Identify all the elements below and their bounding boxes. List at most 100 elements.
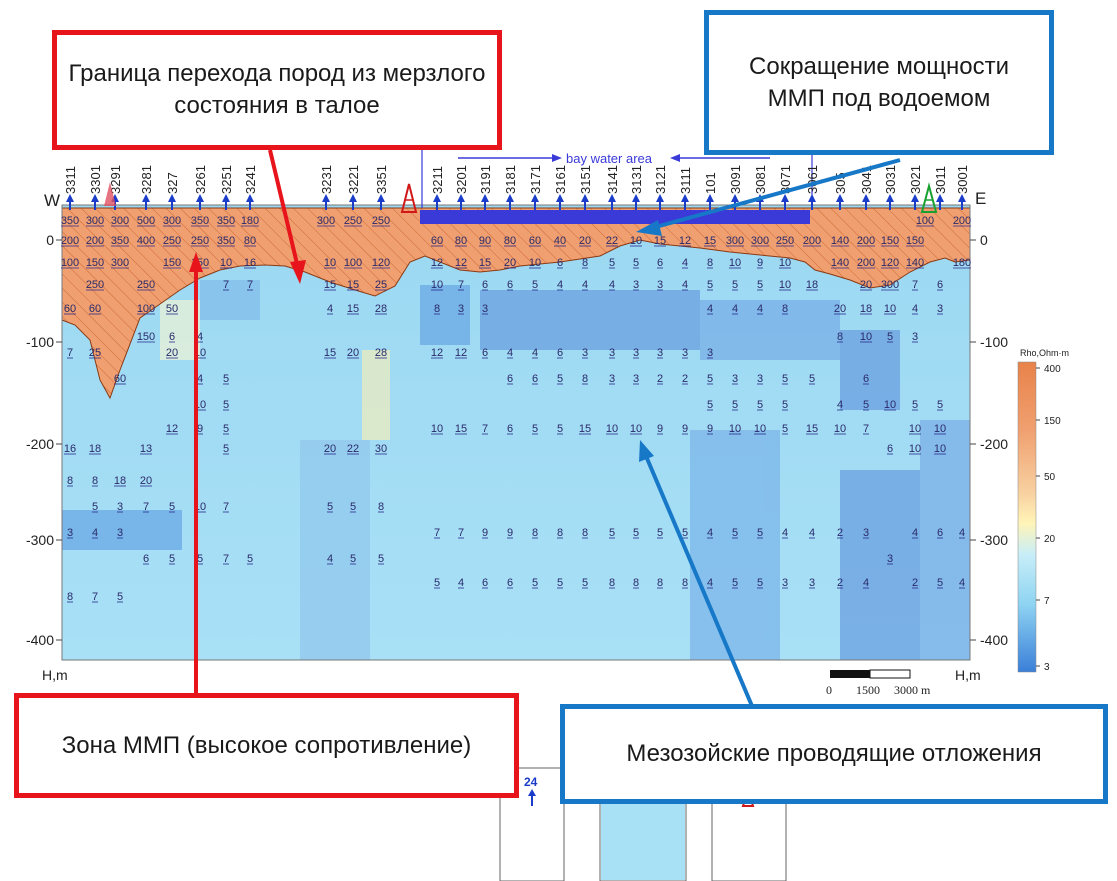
resistivity-value: 10	[431, 423, 443, 435]
resistivity-value: 8	[633, 577, 639, 589]
resistivity-value: 10	[220, 257, 232, 269]
resistivity-value: 4	[912, 527, 918, 539]
resistivity-value: 9	[657, 423, 663, 435]
resistivity-value: 9	[707, 423, 713, 435]
resistivity-value: 20	[324, 443, 336, 455]
station-label: 3071	[778, 165, 793, 194]
station-marker: 3301	[88, 165, 103, 210]
station-marker: 3351	[374, 165, 389, 210]
resistivity-value: 10	[630, 235, 642, 247]
station-label: 3041	[859, 165, 874, 194]
resistivity-value: 6	[557, 347, 563, 359]
resistivity-value: 15	[347, 303, 359, 315]
station-marker: 3201	[454, 165, 469, 210]
resistivity-value: 5	[327, 501, 333, 513]
resistivity-value: 500	[137, 215, 155, 227]
resistivity-value: 200	[953, 215, 971, 227]
resistivity-value: 200	[857, 257, 875, 269]
resistivity-value: 5	[350, 501, 356, 513]
station-marker: 101	[703, 172, 718, 210]
resistivity-value: 10	[606, 423, 618, 435]
zone-callout: Зона ММП (высокое сопротивление)	[14, 693, 519, 798]
resistivity-value: 2	[837, 577, 843, 589]
resistivity-value: 300	[881, 279, 899, 291]
resistivity-value: 4	[92, 527, 98, 539]
station-label: 3281	[139, 165, 154, 194]
resistivity-value: 15	[806, 423, 818, 435]
resistivity-value: 15	[324, 347, 336, 359]
resistivity-value: 7	[458, 527, 464, 539]
station-marker: 3001	[955, 165, 970, 210]
resistivity-value: 8	[582, 527, 588, 539]
resistivity-values: 350 300 300 500 300 350 350 180 300 250 250 100 2002…	[61, 215, 971, 603]
resistivity-value: 20	[579, 235, 591, 247]
resistivity-value: 15	[324, 279, 336, 291]
resistivity-value: 28	[375, 347, 387, 359]
resistivity-value: 250	[191, 235, 209, 247]
resistivity-value: 5	[757, 279, 763, 291]
drill-rig-icon	[920, 182, 938, 213]
resistivity-value: 5	[682, 527, 688, 539]
resistivity-value: 250	[372, 215, 390, 227]
resistivity-value: 12	[455, 257, 467, 269]
station-marker: 3281	[139, 165, 154, 210]
resistivity-value: 8	[532, 527, 538, 539]
station-marker: 3011	[933, 166, 948, 210]
resistivity-value: 60	[529, 235, 541, 247]
resistivity-value: 4	[682, 257, 688, 269]
resistivity-value: 5	[434, 577, 440, 589]
resistivity-value: 7	[458, 279, 464, 291]
station-marker: 327	[165, 172, 180, 210]
resistivity-value: 4	[458, 577, 464, 589]
station-label: 3011	[933, 166, 948, 194]
resistivity-value: 8	[782, 303, 788, 315]
resistivity-value: 10	[884, 303, 896, 315]
resistivity-value: 250	[344, 215, 362, 227]
resistivity-value: 3	[633, 347, 639, 359]
resistivity-value: 4	[327, 303, 333, 315]
station-label: 3131	[629, 165, 644, 194]
depth-unit-left: H,m	[42, 667, 68, 683]
resistivity-value: 6	[532, 373, 538, 385]
resistivity-value: 18	[89, 443, 101, 455]
resistivity-value: 60	[114, 373, 126, 385]
boundary-arrow	[268, 149, 300, 269]
drill-rig-icon	[400, 183, 418, 213]
resistivity-value: 5	[707, 373, 713, 385]
resistivity-value: 5	[557, 423, 563, 435]
resistivity-value: 4	[532, 347, 538, 359]
resistivity-value: 60	[431, 235, 443, 247]
station-label: 3111	[678, 167, 693, 194]
west-label: W	[44, 191, 60, 210]
resistivity-value: 6	[657, 257, 663, 269]
resistivity-value: 5	[633, 257, 639, 269]
bay-arrowhead-right	[552, 154, 562, 162]
resistivity-value: 4	[557, 279, 563, 291]
station-label: 3001	[955, 165, 970, 194]
resistivity-value: 15	[654, 235, 666, 247]
resistivity-value: 10	[729, 423, 741, 435]
resistivity-value: 20	[140, 475, 152, 487]
resistivity-value: 3	[117, 527, 123, 539]
station-label: 3171	[528, 165, 543, 194]
resistivity-value: 5	[782, 373, 788, 385]
resistivity-value: 3	[912, 331, 918, 343]
station-marker: 3041	[859, 165, 874, 210]
resistivity-value: 5	[887, 331, 893, 343]
station-marker: 3221	[346, 165, 361, 210]
resistivity-value: 10	[909, 423, 921, 435]
resistivity-value: 5	[117, 591, 123, 603]
station-label: 3311	[63, 166, 78, 194]
resistivity-value: 5	[937, 577, 943, 589]
resistivity-value: 7	[92, 591, 98, 603]
scale-end: 3000 m	[894, 683, 931, 697]
resistivity-value: 8	[67, 475, 73, 487]
resistivity-value: 5	[757, 577, 763, 589]
station-marker: 3191	[478, 165, 493, 210]
resistivity-value: 5	[532, 423, 538, 435]
station-label: 3261	[193, 165, 208, 194]
resistivity-value: 12	[166, 423, 178, 435]
station-marker: 3141	[605, 165, 620, 210]
mesozoic-arrow	[644, 455, 754, 707]
resistivity-value: 8	[837, 331, 843, 343]
